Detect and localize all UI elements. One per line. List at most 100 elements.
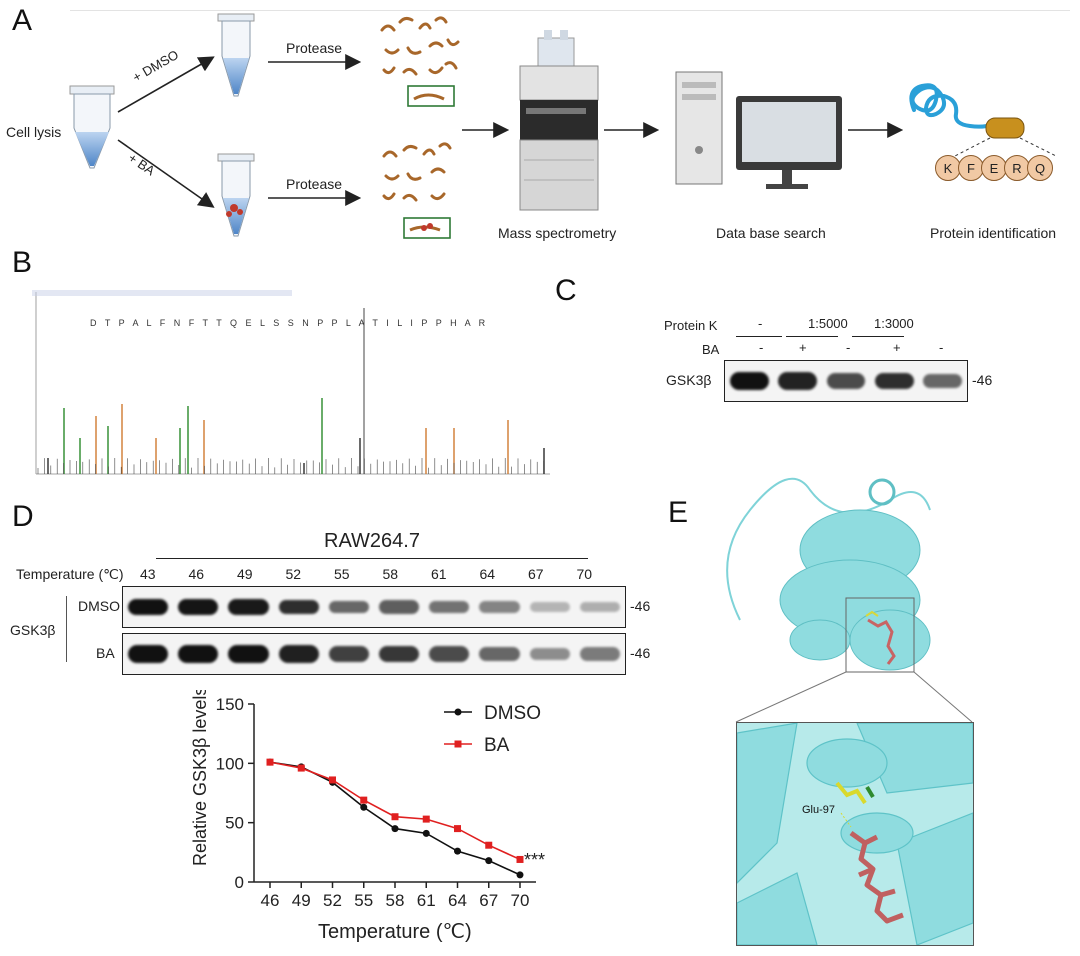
- panel-label-e: E: [668, 496, 689, 529]
- western-blot-c: [724, 360, 968, 402]
- blot-band: [429, 646, 470, 662]
- protein-k-label: Protein K: [664, 318, 718, 333]
- y-tick-label: 0: [235, 873, 244, 892]
- blot-band: [328, 600, 369, 614]
- chart-y-axis-label: Relative GSK3β levels: [190, 690, 210, 866]
- peptide-residue: F: [958, 155, 984, 181]
- ratio-label: -: [758, 316, 763, 331]
- series-line-ba: [269, 761, 521, 861]
- blot-band: [228, 645, 269, 663]
- y-tick-label: 150: [216, 695, 244, 714]
- docking-zoom-view: [736, 722, 974, 946]
- gsk3b-bracket: [66, 596, 67, 662]
- temperature-value: 70: [576, 566, 593, 582]
- ratio-label: 1:3000: [874, 316, 914, 331]
- data-point-dmso: [391, 825, 399, 833]
- x-tick-label: 49: [292, 891, 311, 910]
- x-tick-label: 64: [448, 891, 467, 910]
- legend-marker: [454, 740, 462, 748]
- blot-band: [923, 373, 963, 389]
- blot-band: [328, 646, 369, 662]
- temperature-value: 64: [479, 566, 496, 582]
- data-point-ba: [297, 764, 305, 772]
- peptide-fragments-top: [380, 16, 460, 76]
- data-point-ba: [454, 825, 461, 833]
- blot-band: [729, 372, 769, 390]
- highlight-box-top: [407, 85, 455, 107]
- blot-band: [128, 599, 169, 615]
- panel-a-schematic: [69, 13, 1057, 239]
- mass-spec-label: Mass spectrometry: [498, 225, 617, 241]
- temperature-value: 46: [188, 566, 205, 582]
- lysis-tube-icon: [69, 85, 115, 169]
- panel-label-a: A: [12, 4, 33, 37]
- data-point-ba: [266, 758, 274, 766]
- ba-label-c: BA: [702, 342, 720, 357]
- highlight-box-bottom: [403, 217, 451, 239]
- x-tick-label: 70: [511, 891, 530, 910]
- ba-sign: -: [759, 340, 764, 355]
- x-tick-label: 46: [261, 891, 280, 910]
- mw-marker-dmso: -46: [630, 598, 651, 614]
- protease-top-label: Protease: [286, 40, 343, 56]
- ratio-label: 1:5000: [808, 316, 848, 331]
- temperature-value: 58: [382, 566, 399, 582]
- western-blot-dmso: [122, 586, 626, 628]
- chart-x-axis-label: Temperature (℃): [318, 921, 472, 943]
- data-point-dmso: [360, 803, 368, 811]
- gsk3b-label-c: GSK3β: [666, 372, 712, 388]
- temperature-value: 52: [285, 566, 302, 582]
- ba-sign: -: [846, 340, 851, 355]
- data-point-ba: [391, 813, 399, 821]
- svg-text:D T P A L F N F T T Q E L S S: D T P A L F N F T T Q E L S S N P P L A …: [90, 318, 488, 328]
- cell-line-label: RAW264.7: [324, 530, 420, 552]
- blot-band: [826, 373, 866, 389]
- y-tick-label: 50: [225, 814, 244, 833]
- blot-band: [429, 600, 470, 614]
- blot-band: [875, 372, 914, 390]
- peptide-residue: K: [935, 155, 961, 181]
- peptide-residue: R: [1004, 155, 1030, 181]
- blot-band: [778, 372, 817, 390]
- ratio-underline: [852, 336, 904, 337]
- data-point-ba: [360, 796, 368, 804]
- x-tick-label: 67: [479, 891, 498, 910]
- gsk3b-label-d: GSK3β: [10, 622, 56, 638]
- blot-band: [479, 646, 520, 662]
- data-point-dmso: [485, 857, 493, 865]
- peptide-residue: Q: [1027, 155, 1053, 181]
- temperature-value: 43: [140, 566, 156, 582]
- blot-band: [278, 599, 319, 615]
- cell-line-underline: [156, 558, 588, 559]
- ba-sign: +: [799, 340, 807, 355]
- y-tick-label: 100: [216, 754, 244, 773]
- panel-label-b: B: [12, 246, 33, 279]
- blot-band: [178, 645, 219, 663]
- dmso-row-label: DMSO: [78, 598, 120, 614]
- temperature-row-label: Temperature (℃): [16, 566, 124, 582]
- legend-label: DMSO: [484, 703, 541, 724]
- blot-band: [379, 600, 420, 614]
- ratio-underline: [736, 336, 782, 337]
- mw-marker-ba: -46: [630, 645, 651, 661]
- data-point-ba: [485, 841, 493, 849]
- protein-id-label: Protein identification: [930, 225, 1057, 241]
- ba-row-label: BA: [96, 645, 115, 661]
- ms-spectrum: D T P A L F N F T T Q E L S S N P P L A …: [32, 290, 550, 475]
- blot-band: [579, 647, 620, 661]
- blot-band: [379, 645, 420, 663]
- blot-band: [579, 601, 620, 613]
- data-point-ba: [329, 776, 336, 784]
- protein-structure-icon: [909, 83, 1057, 157]
- legend-label: BA: [484, 735, 510, 756]
- mass-spectrometer-icon: [519, 30, 599, 211]
- x-tick-label: 52: [323, 891, 342, 910]
- mw-marker-c: -46: [972, 372, 993, 388]
- blot-band: [128, 645, 169, 663]
- blot-band: [178, 599, 219, 615]
- top-divider: [70, 10, 1070, 11]
- x-tick-label: 58: [386, 891, 405, 910]
- x-tick-label: 55: [354, 891, 373, 910]
- temperature-value: 61: [431, 566, 447, 582]
